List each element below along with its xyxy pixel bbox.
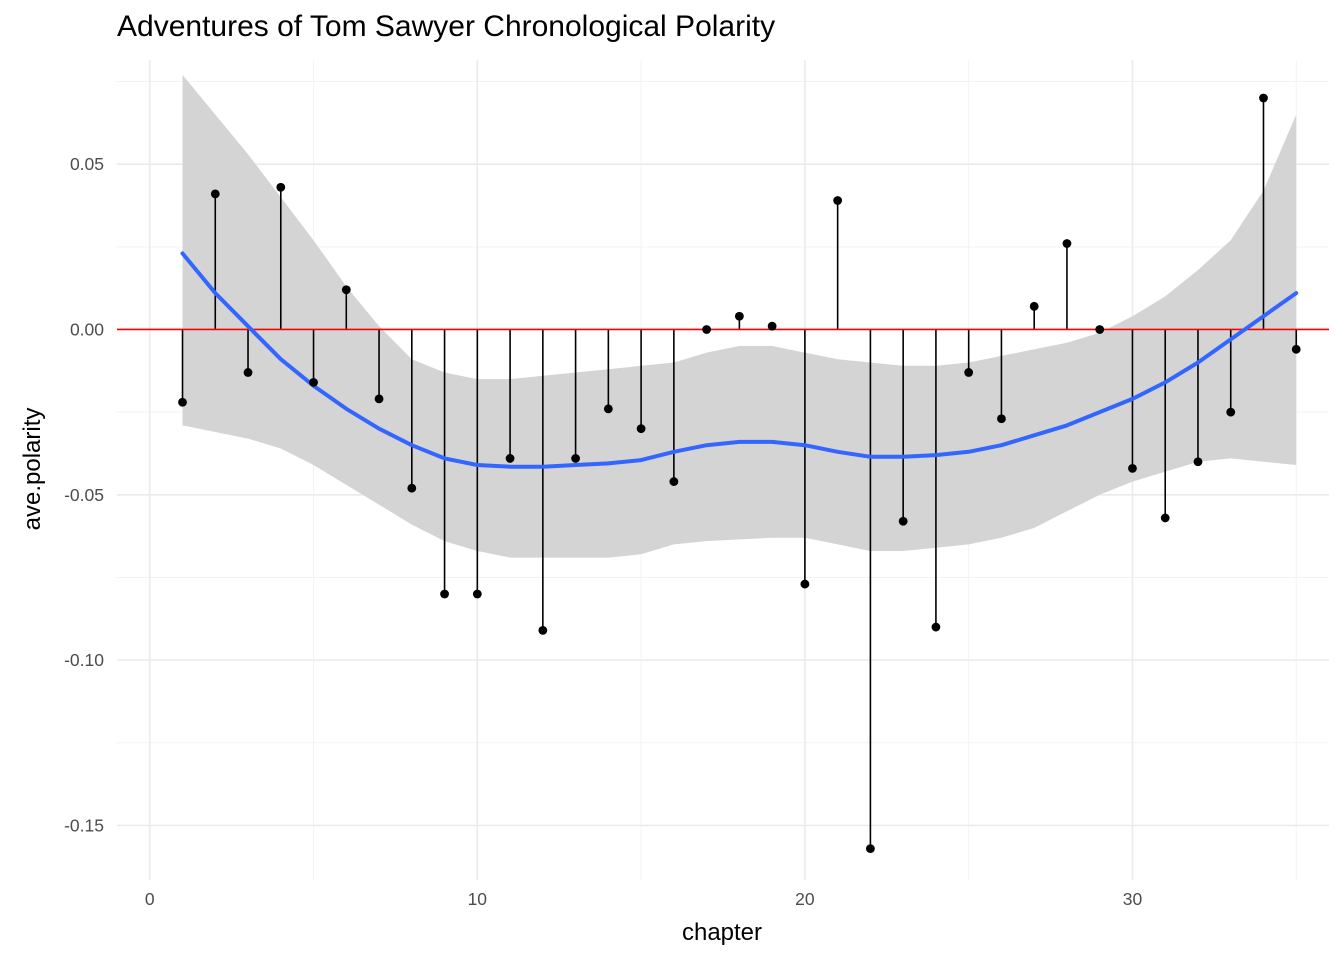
x-tick-label: 10 [468, 889, 488, 909]
y-tick-label: -0.10 [64, 650, 104, 670]
lollipop-stems [181, 98, 1298, 849]
y-tick-label: -0.05 [64, 485, 104, 505]
point-chapter-13 [571, 454, 580, 463]
point-chapter-1 [178, 397, 187, 407]
point-chapter-26 [997, 414, 1006, 424]
point-chapter-18 [734, 311, 744, 321]
point-chapter-10 [472, 589, 482, 599]
point-chapter-34 [1259, 93, 1268, 103]
point-chapter-17 [702, 325, 712, 334]
point-chapter-3 [243, 368, 253, 377]
confidence-band-area [182, 74, 1297, 558]
point-chapter-28 [1062, 239, 1072, 248]
point-chapter-19 [767, 321, 777, 331]
smooth-curve [180, 251, 1299, 469]
x-tick-label: 30 [1123, 889, 1143, 909]
x-axis-title: chapter [682, 919, 762, 946]
point-chapter-15 [636, 424, 646, 434]
point-chapter-21 [833, 196, 843, 205]
y-tick-label: -0.15 [64, 815, 104, 835]
point-chapter-25 [964, 368, 974, 377]
point-chapter-9 [440, 589, 449, 599]
point-chapter-2 [210, 189, 220, 199]
point-chapter-27 [1029, 301, 1039, 311]
point-chapter-4 [276, 182, 286, 192]
point-chapter-7 [374, 394, 384, 404]
point-chapter-35 [1291, 344, 1301, 354]
smooth-line [180, 251, 1299, 469]
point-chapter-6 [341, 285, 351, 295]
point-chapter-16 [669, 477, 679, 486]
x-tick-label: 0 [145, 889, 155, 909]
y-axis-title: ave.polarity [19, 408, 46, 531]
point-chapter-12 [538, 625, 548, 635]
chart-title: Adventures of Tom Sawyer Chronological P… [117, 10, 776, 43]
point-chapter-24 [931, 622, 941, 632]
point-chapter-11 [505, 454, 515, 463]
point-chapter-23 [898, 516, 908, 526]
point-chapter-8 [407, 483, 417, 493]
point-chapter-14 [603, 404, 613, 414]
x-axis-tick-labels: 0 10 20 30 [145, 889, 1143, 909]
y-tick-label: 0.00 [70, 319, 104, 339]
point-chapter-29 [1095, 325, 1105, 334]
point-chapter-33 [1226, 407, 1236, 417]
data-points [178, 93, 1301, 853]
confidence-band [182, 74, 1297, 558]
point-chapter-20 [800, 579, 810, 589]
point-chapter-22 [866, 844, 875, 853]
point-chapter-31 [1160, 513, 1170, 523]
point-chapter-32 [1193, 457, 1203, 467]
point-chapter-30 [1128, 463, 1137, 473]
point-chapter-5 [309, 377, 318, 387]
y-tick-label: 0.05 [70, 154, 104, 174]
y-axis-tick-labels: 0.05 0.00 -0.05 -0.10 -0.15 [64, 154, 104, 835]
x-tick-label: 20 [795, 889, 815, 909]
